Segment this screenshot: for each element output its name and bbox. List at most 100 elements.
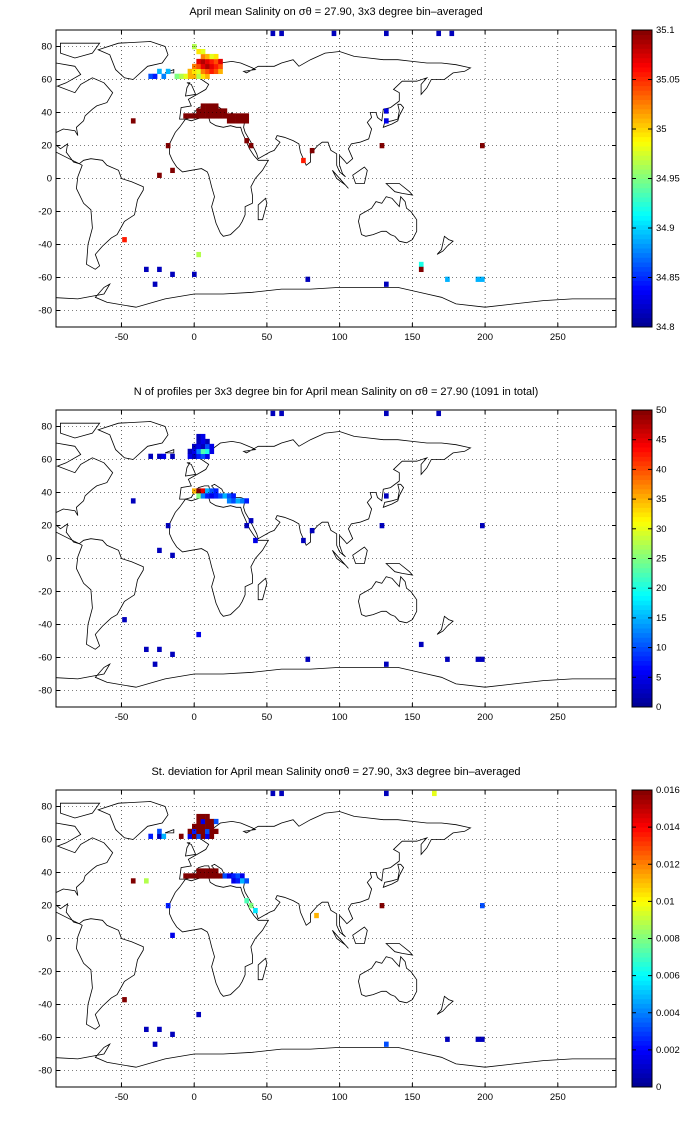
colorbar-segment [632,526,652,532]
colorbar-segment [632,864,652,870]
coastline-12 [436,615,454,635]
heatmap-cell [209,63,215,70]
colorbar-segment [632,577,652,583]
heatmap-cell [187,448,193,455]
heatmap-cell [200,833,206,839]
colorbar-segment [632,868,652,874]
y-tick-label: -80 [38,686,52,697]
heatmap-cell [157,172,162,178]
heatmap-cell [384,790,389,797]
colorbar: 0.016 0.014 0.012 0.01 0.008 0.006 0.004 0.002 0 [631,785,680,1093]
x-tick-label: 200 [477,332,493,343]
colorbar-segment [632,975,652,981]
heatmap-cell [213,113,219,119]
colorbar-segment [632,67,652,73]
coastline-1 [97,41,169,80]
heatmap-cell [279,410,284,417]
heatmap-cell [222,113,228,119]
heatmap-cell [240,113,245,119]
colorbar-segment [632,836,652,842]
panel-title: N of profiles per 3x3 degree bin for Apr… [133,386,539,398]
heatmap-cell [157,1026,162,1033]
coastline-10 [385,563,414,576]
colorbar-segment [632,81,652,87]
colorbar-tick-label: 35 [656,124,667,135]
heatmap-cell [480,523,485,529]
heatmap-cell [200,813,206,820]
colorbar-segment [632,850,652,856]
coastline-0 [56,822,144,1030]
x-tick-label: 50 [262,1092,273,1103]
coastline-6 [382,483,405,508]
colorbar-segment [632,238,652,244]
heatmap-cell [244,523,250,529]
heatmap-cell [240,498,245,504]
heatmap-cell [130,118,136,124]
colorbar-segment [632,952,652,958]
heatmap-cell [196,443,202,450]
heatmap-cell [174,73,180,79]
heatmap-cell [152,661,158,667]
heatmap-cell [157,833,162,839]
y-tick-label: -20 [38,967,52,978]
heatmap-cell [205,103,210,109]
colorbar-segment [632,164,652,170]
colorbar-segment [632,437,652,443]
colorbar-segment [632,600,652,606]
heatmap-cell [178,73,184,79]
heatmap-cell [148,73,154,79]
heatmap-cell [200,103,206,109]
heatmap-cell [218,58,223,65]
y-tick-label: 40 [41,108,52,119]
heatmap-cell [244,898,250,904]
colorbar-segment [632,1082,652,1088]
colorbar-segment [632,94,652,101]
colorbar-segment [632,892,652,898]
coastline-0 [56,442,144,650]
colorbar-segment [632,118,652,124]
colorbar-segment [632,423,652,429]
heatmap-cell [213,68,219,75]
colorbar-segment [632,674,652,680]
colorbar-tick-label: 0 [656,1082,661,1093]
heatmap-cell [148,453,154,459]
heatmap-cell [209,53,215,60]
colorbar-segment [632,887,652,893]
heatmap-cells [122,790,485,1047]
colorbar-segment [632,970,652,977]
colorbar-segment [632,433,652,439]
heatmap-cell [222,873,228,879]
heatmap-cell [196,828,202,835]
colorbar-segment [632,419,652,425]
colorbar-segment [632,799,652,805]
heatmap-cell [205,828,210,835]
colorbar-segment [632,1012,652,1018]
panel-std-deviation: St. deviation for April mean Salinity on… [0,760,696,1140]
heatmap-cell [445,656,450,662]
coastline-8 [332,550,349,569]
heatmap-cell [200,68,206,75]
heatmap-cell [384,1041,389,1047]
colorbar-tick-label: 35 [656,494,667,505]
x-tick-label: 200 [477,1092,493,1103]
heatmap-cell [200,48,206,55]
heatmap-cell [240,118,245,124]
colorbar-segment [632,280,652,286]
heatmap-cell [205,453,210,459]
heatmap-cell [314,912,319,919]
x-tick-label: 0 [192,712,197,723]
colorbar-segment [632,85,652,91]
colorbar-segment [632,957,652,963]
heatmap-cell [445,276,450,282]
colorbar-segment [632,609,652,615]
heatmap-cell [213,103,219,109]
colorbar-segment [632,998,652,1004]
heatmap-cell [480,143,485,149]
heatmap-cell [209,828,215,835]
y-tick-label: -80 [38,1066,52,1077]
heatmap-cell [196,818,202,825]
heatmap-cell [279,30,284,37]
heatmap-cell [205,438,210,445]
colorbar-segment [632,132,652,138]
grid-lines [56,410,616,707]
